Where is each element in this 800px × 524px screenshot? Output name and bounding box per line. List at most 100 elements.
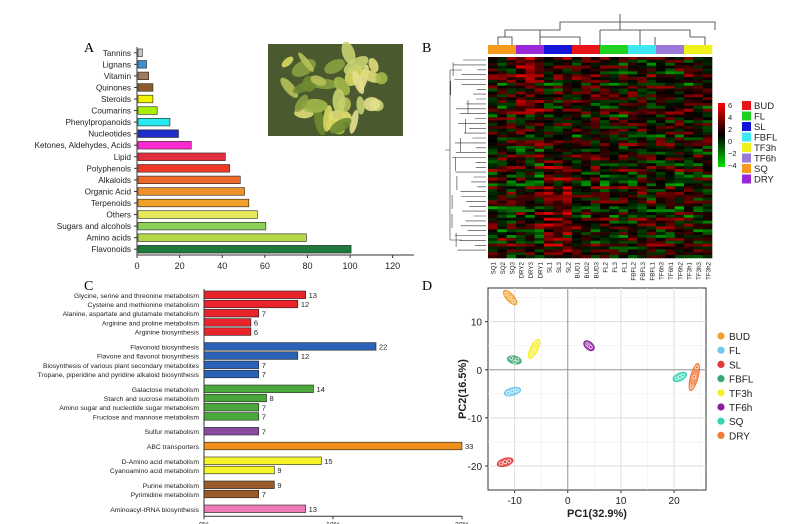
heatmap-cell	[684, 111, 694, 115]
heatmap-cell	[525, 237, 535, 242]
heatmap-cell	[562, 237, 573, 242]
heatmap-cell	[488, 146, 498, 150]
heatmap-cell	[572, 206, 582, 210]
heatmap-cell	[656, 243, 666, 247]
heatmap-cell	[488, 59, 498, 64]
heatmap-cell	[693, 85, 703, 89]
heatmap-cell	[562, 146, 573, 150]
heatmap-cell	[656, 226, 666, 230]
heatmap-cell	[544, 174, 554, 178]
heatmap-cell	[674, 105, 685, 109]
heatmap-cell	[581, 120, 591, 124]
heatmap-cell	[665, 131, 675, 135]
point-dry-1	[689, 384, 694, 389]
heatmap-cell	[553, 57, 563, 61]
heatmap-cell	[656, 146, 666, 150]
heatmap-cell	[534, 108, 545, 112]
heatmap-cell	[581, 183, 591, 187]
heatmap-cell	[590, 203, 601, 207]
heatmap-cell	[590, 252, 601, 256]
heatmap-cell	[693, 240, 703, 244]
heatmap-cell	[590, 226, 601, 230]
heatmap-cell	[590, 206, 601, 210]
heatmap-cell	[534, 151, 545, 155]
bar-6	[137, 106, 158, 115]
heatmap-cell	[506, 57, 517, 61]
heatmap-cell	[693, 151, 703, 155]
heatmap-cell	[497, 134, 507, 138]
heatmap-cell	[553, 220, 563, 224]
category-label: Organic Acid	[85, 187, 132, 196]
heatmap-cell	[618, 71, 629, 75]
heatmap-cell	[702, 134, 713, 138]
heatmap-cell	[572, 74, 582, 78]
heatmap-cell	[572, 255, 582, 259]
heatmap-cell	[525, 243, 535, 247]
leaf	[368, 58, 379, 73]
heatmap-cell	[656, 105, 666, 109]
heatmap-cell	[609, 177, 619, 181]
heatmap-cell	[637, 246, 647, 250]
heatmap-cell	[590, 111, 601, 115]
heatmap-cell	[590, 108, 601, 112]
heatmap-cell	[506, 59, 517, 64]
heatmap-cell	[628, 226, 638, 230]
leaf	[292, 79, 318, 94]
heatmap-cell	[534, 209, 545, 213]
heatmap-cell	[553, 105, 563, 109]
legend-label: FL	[754, 112, 765, 123]
heatmap-cell	[665, 157, 675, 161]
heatmap-cell	[674, 117, 685, 121]
heatmap-cell	[581, 77, 591, 81]
heatmap-cell	[534, 117, 545, 121]
y-tick-label: -10	[468, 414, 483, 425]
heatmap-cell	[488, 97, 498, 101]
heatmap-cell	[506, 237, 517, 242]
heatmap-cell	[562, 252, 573, 256]
point-bud-3	[511, 299, 516, 304]
heatmap-cell	[497, 120, 507, 124]
bar-3	[137, 71, 149, 81]
heatmap-cell	[600, 146, 610, 150]
heatmap-cell	[600, 154, 610, 158]
heatmap-cell	[516, 148, 526, 153]
bar-2	[203, 299, 299, 309]
group-color-21	[674, 45, 685, 54]
bar-7	[137, 117, 171, 127]
heatmap-cell	[497, 220, 507, 224]
heatmap-cell	[665, 237, 675, 242]
heatmap-cell	[488, 151, 498, 155]
column-label: DRY3	[528, 261, 535, 278]
heatmap-cell	[674, 151, 685, 155]
heatmap-cell	[506, 74, 517, 78]
heatmap-cell	[525, 174, 535, 178]
heatmap-cell	[572, 151, 582, 155]
heatmap-cell	[609, 128, 619, 132]
heatmap-cell	[674, 134, 685, 138]
heatmap-cell	[572, 189, 582, 193]
heatmap-cell	[600, 102, 610, 107]
heatmap-cell	[618, 206, 629, 210]
heatmap-cell	[674, 91, 685, 95]
heatmap-cell	[516, 91, 526, 95]
heatmap-cell	[506, 240, 517, 244]
heatmap-cell	[693, 189, 703, 193]
heatmap-cell	[525, 180, 535, 184]
leaf	[298, 52, 314, 72]
heatmap-cell	[665, 65, 675, 69]
heatmap-cell	[525, 255, 535, 259]
heatmap-cell	[562, 97, 573, 101]
heatmap-cell	[628, 57, 638, 61]
heatmap-cell	[562, 68, 573, 72]
category-label: Lignans	[102, 60, 131, 69]
heatmap-cell	[609, 237, 619, 242]
heatmap-cell	[693, 232, 703, 236]
heatmap-cell	[628, 240, 638, 244]
heatmap-cell	[516, 212, 526, 216]
heatmap-cell	[497, 68, 507, 72]
heatmap-cell	[572, 243, 582, 247]
heatmap-cell	[562, 235, 573, 239]
heatmap-cell	[600, 212, 610, 216]
heatmap-cell	[562, 177, 573, 181]
category-label: Ketones, Aldehydes, Acids	[35, 141, 132, 150]
